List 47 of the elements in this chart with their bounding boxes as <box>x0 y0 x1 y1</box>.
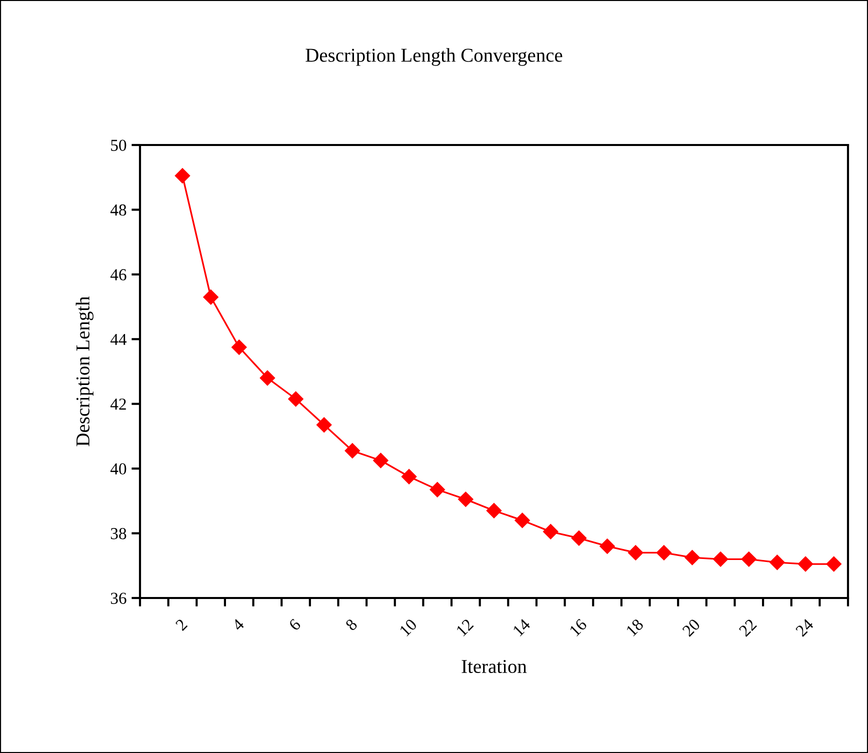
point <box>600 538 615 554</box>
y-tick-label: 44 <box>110 334 127 345</box>
point <box>656 545 672 560</box>
point <box>741 552 756 567</box>
point <box>571 530 587 546</box>
x-tick-label: 18 <box>626 618 644 636</box>
x-tick-label: 22 <box>738 618 757 637</box>
x-tick-label: 4 <box>231 618 245 632</box>
point <box>458 492 474 507</box>
x-tick-label: 12 <box>456 618 474 636</box>
x-tick-label: 6 <box>288 618 302 632</box>
point <box>174 168 190 184</box>
point <box>684 550 700 566</box>
point <box>486 503 502 518</box>
point <box>344 443 360 458</box>
point <box>232 340 247 355</box>
x-tick-label: 20 <box>682 618 701 638</box>
x-tick-label: 14 <box>512 618 531 636</box>
point <box>373 452 388 468</box>
x-axis-title: Iteration <box>462 660 527 674</box>
point <box>770 554 785 570</box>
point <box>514 512 530 528</box>
point <box>401 469 417 484</box>
point <box>543 524 558 540</box>
y-tick-label: 36 <box>110 592 126 604</box>
point <box>430 482 445 498</box>
x-tick-label: 2 <box>175 618 188 631</box>
y-tick-label: 40 <box>110 463 126 475</box>
point <box>826 556 842 572</box>
point <box>260 370 276 386</box>
y-tick-label: 48 <box>110 204 126 216</box>
point <box>316 417 332 432</box>
point <box>288 391 304 407</box>
point <box>628 545 644 560</box>
y-tick-label: 38 <box>110 528 126 540</box>
chart-title: Description Length Convergence <box>306 48 562 66</box>
point <box>712 552 728 567</box>
point <box>203 290 218 305</box>
x-tick-label: 10 <box>399 618 418 636</box>
x-tick-label: 8 <box>344 618 358 632</box>
y-tick-label: 46 <box>110 269 126 280</box>
x-tick-label: 16 <box>569 618 588 636</box>
y-axis-title: Description Length <box>76 296 94 446</box>
y-tick-label: 50 <box>111 140 126 151</box>
y-tick-label: 42 <box>110 398 126 410</box>
point <box>798 556 814 572</box>
x-tick-label: 24 <box>795 618 814 637</box>
